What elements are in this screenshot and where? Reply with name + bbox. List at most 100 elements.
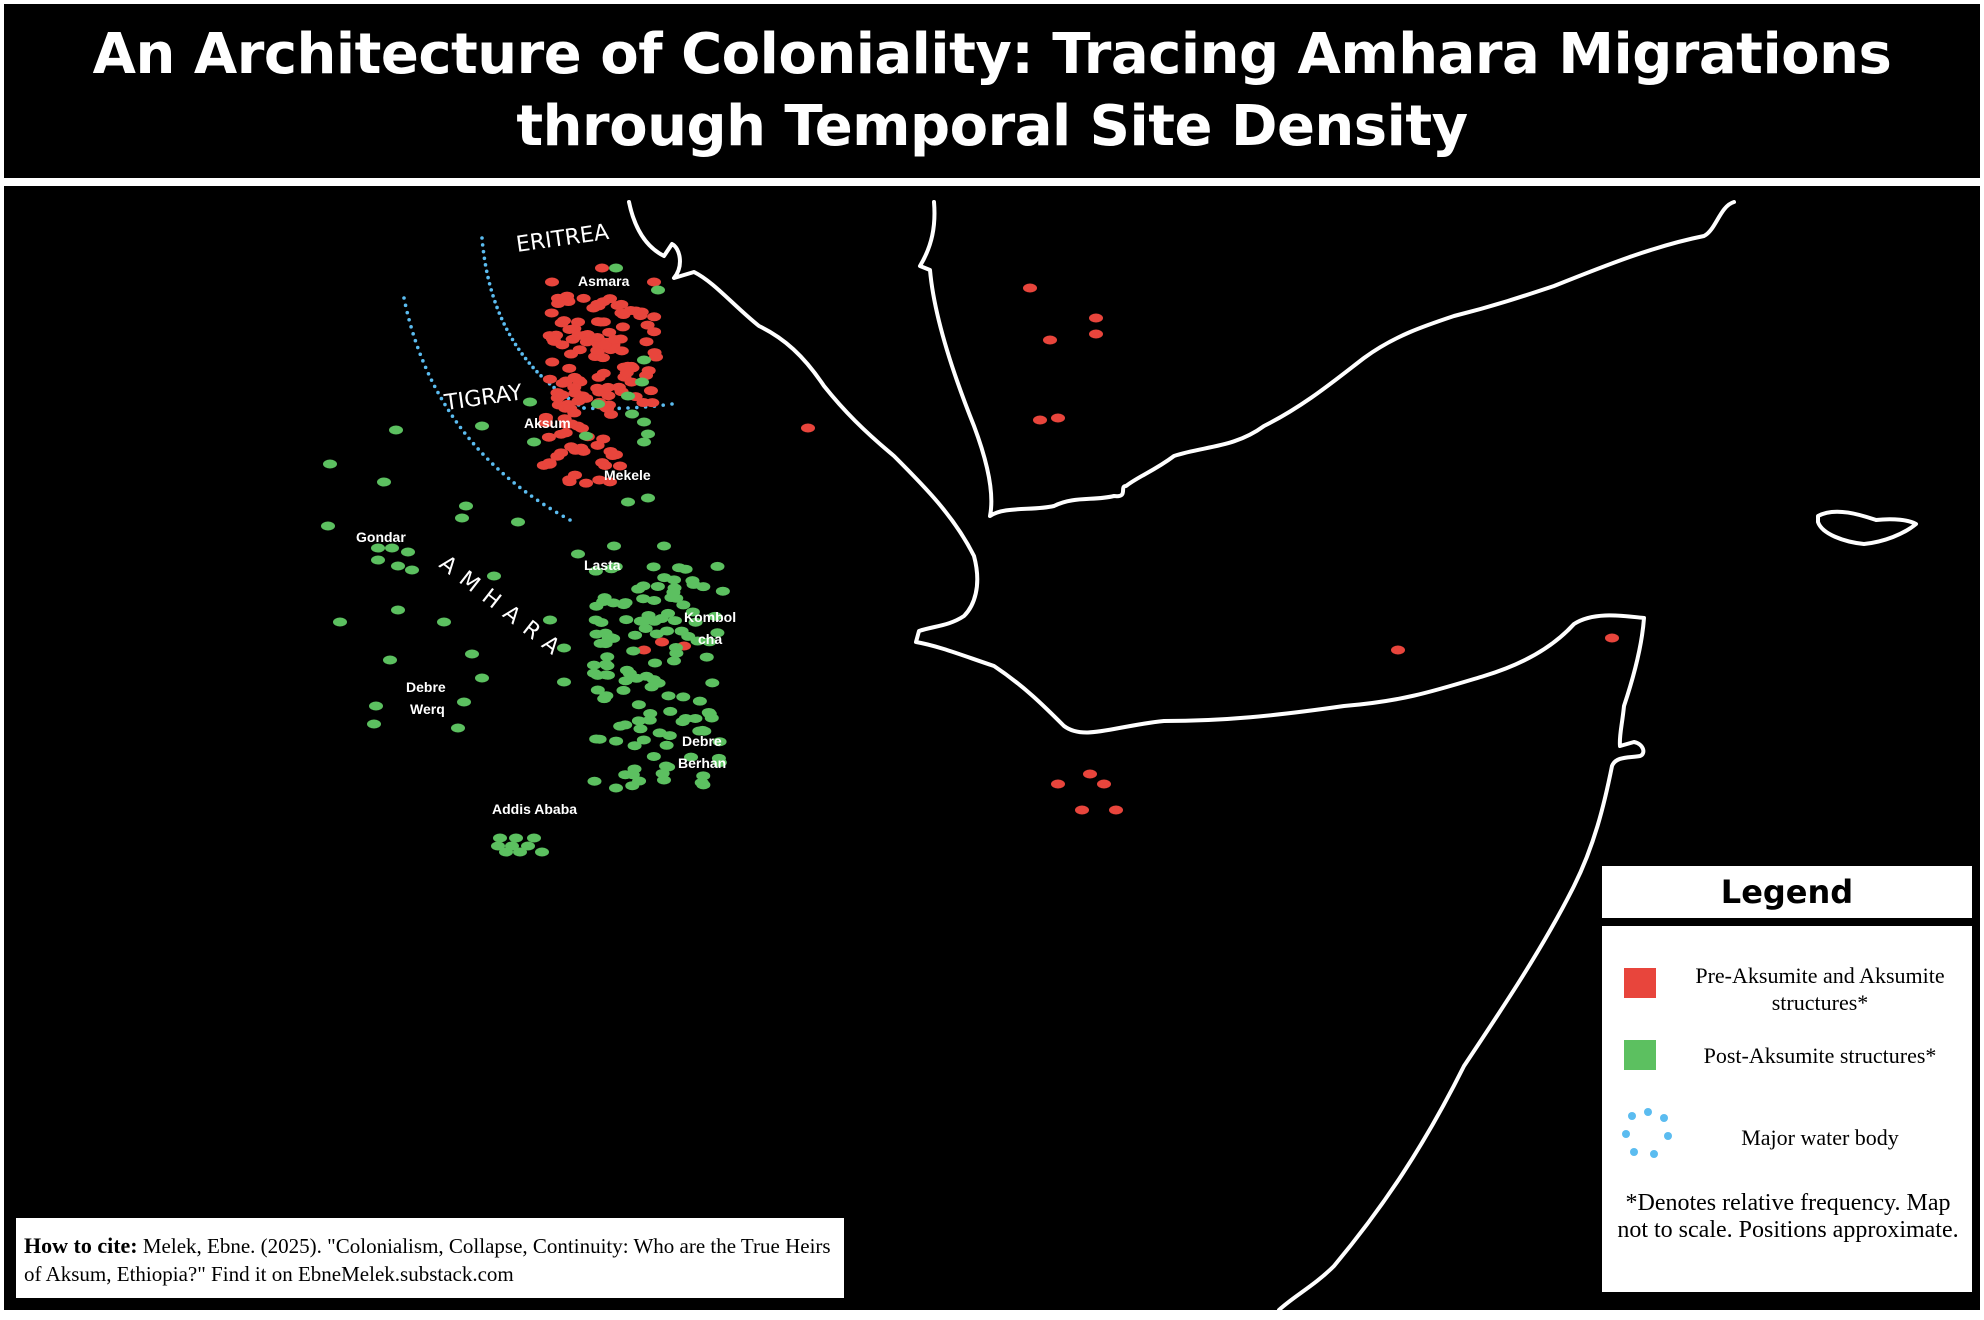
city-label-kombolcha-1: Kombol: [684, 609, 736, 625]
pre-aksumite-site: [614, 346, 629, 356]
post-aksumite-site: [616, 685, 631, 695]
red-sea-west-coast: [627, 200, 1646, 1310]
city-label-lasta: Lasta: [584, 557, 621, 573]
water-dot: [421, 359, 425, 363]
pre-aksumite-site: [637, 645, 651, 655]
post-aksumite-site: [625, 409, 639, 419]
post-aksumite-site: [621, 497, 635, 507]
water-dot: [481, 452, 485, 456]
post-aksumite-site: [661, 691, 676, 701]
water-dot: [405, 310, 410, 315]
post-aksumite-site: [493, 833, 507, 843]
post-aksumite-site: [690, 636, 705, 646]
post-aksumite-site: [701, 707, 716, 717]
water-dot: [495, 305, 499, 310]
post-aksumite-site: [669, 648, 684, 658]
pre-aksumite-site: [624, 377, 639, 387]
pre-aksumite-site: [655, 637, 669, 647]
pre-aksumite-site: [639, 337, 654, 347]
post-aksumite-site: [646, 562, 661, 572]
coastlines: [627, 200, 1918, 1310]
pre-aksumite-site: [1051, 779, 1065, 789]
city-label-debre-werq-1: Debre: [406, 679, 446, 695]
pre-aksumite-site: [647, 277, 661, 287]
pre-aksumite-site: [1043, 335, 1057, 345]
pre-aksumite-site: [551, 299, 566, 309]
water-dot: [402, 296, 406, 300]
post-aksumite-site: [618, 720, 633, 730]
water-dot: [617, 406, 621, 411]
water-dot: [561, 514, 566, 519]
post-aksumite-site: [621, 391, 635, 401]
water-dot: [635, 405, 639, 410]
water-dot: [426, 372, 431, 376]
pre-aksumite-site: [598, 460, 613, 470]
citation-text: Melek, Ebne. (2025). "Colonialism, Colla…: [24, 1234, 831, 1286]
post-aksumite-site: [557, 643, 571, 653]
post-aksumite-site: [599, 670, 614, 680]
water-dot: [516, 347, 521, 352]
water-dot: [485, 457, 490, 461]
water-dot: [554, 510, 559, 515]
region-label-eritrea: ERITREA: [515, 220, 611, 258]
post-aksumite-site: [405, 565, 419, 575]
water-dot: [446, 408, 451, 413]
post-aksumite-site: [641, 429, 655, 439]
post-aksumite-site: [647, 658, 662, 668]
post-aksumite-site: [323, 459, 337, 469]
post-aksumite-site: [625, 781, 640, 791]
pre-aksumite-site: [607, 334, 622, 344]
post-aksumite-site: [513, 847, 527, 857]
post-aksumite-site: [598, 659, 613, 669]
water-dot: [523, 356, 528, 361]
water-dot: [548, 506, 552, 511]
post-aksumite-site: [710, 561, 725, 571]
post-aksumite-site: [659, 761, 673, 771]
pre-aksumite-site: [560, 291, 575, 301]
water-dot: [661, 403, 665, 407]
pre-aksumite-site: [611, 382, 626, 392]
post-aksumite-site: [579, 431, 593, 441]
pre-aksumite-site: [1109, 805, 1123, 815]
post-aksumite-site: [712, 758, 727, 768]
post-aksumite-site: [592, 734, 607, 744]
pre-aksumite-site: [597, 340, 612, 350]
post-aksumite-site: [321, 521, 335, 531]
post-aksumite-site: [688, 713, 703, 723]
pre-aksumite-site: [592, 475, 607, 485]
pre-aksumite-site: [596, 434, 611, 444]
city-label-gondar: Gondar: [356, 529, 406, 545]
pre-aksumite-site: [1089, 329, 1103, 339]
pre-aksumite-site: [554, 448, 569, 458]
legend-label: Major water body: [1741, 1125, 1899, 1150]
water-dot: [462, 431, 467, 435]
water-dot: [423, 365, 428, 370]
water-dot: [429, 378, 434, 382]
water-dot: [501, 471, 506, 476]
post-aksumite-site: [710, 628, 725, 638]
pre-aksumite-site: [602, 477, 617, 487]
pre-aksumite-site: [575, 391, 590, 401]
post-aksumite-site: [451, 723, 465, 733]
pre-aksumite-site: [538, 412, 553, 422]
water-dot: [471, 441, 476, 446]
water-dot: [670, 402, 674, 406]
pre-aksumite-site: [601, 391, 616, 401]
post-aksumite-site: [619, 615, 634, 625]
water-dot: [486, 275, 490, 280]
pre-aksumite-site: [640, 320, 655, 330]
post-aksumite-site: [684, 752, 699, 762]
post-aksumite-site: [662, 731, 677, 741]
water-dot: [496, 467, 500, 471]
water-dot: [497, 311, 502, 315]
post-aksumite-site: [676, 600, 691, 610]
post-aksumite-site: [333, 617, 347, 627]
pre-aksumite-site: [1391, 645, 1405, 655]
post-aksumite-site: [367, 719, 381, 729]
post-aksumite-site: [589, 629, 604, 639]
water-dot: [529, 494, 534, 498]
post-aksumite-site: [638, 623, 653, 633]
post-aksumite-site: [712, 737, 727, 747]
post-aksumite-site: [603, 633, 618, 643]
post-aksumite-site: [663, 706, 678, 716]
